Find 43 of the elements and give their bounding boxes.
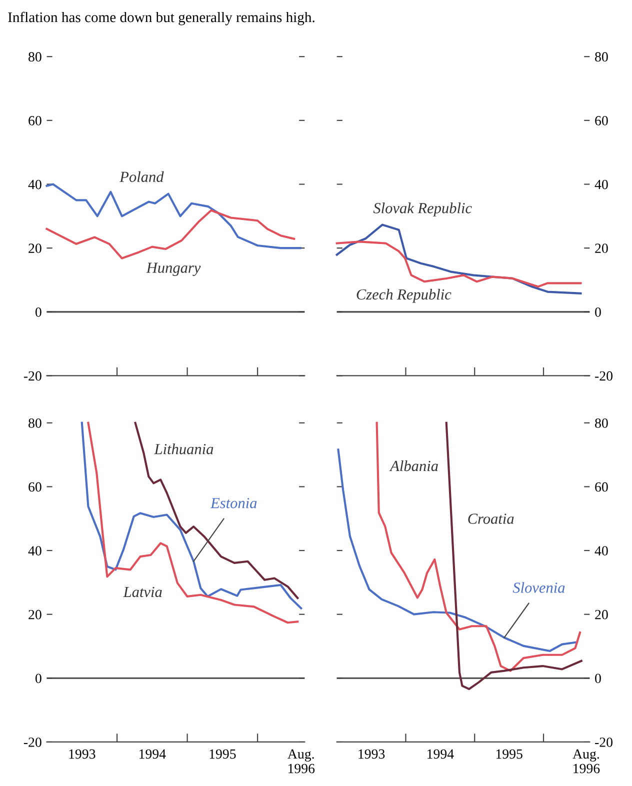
y-tick-label: 80	[595, 418, 608, 428]
series-label: Croatia	[468, 514, 514, 524]
y-tick-label: 60	[28, 482, 42, 492]
y-tick-label: 80	[595, 52, 608, 62]
x-tick-label: Aug. 1996	[572, 749, 600, 774]
y-tick-label: -20	[595, 371, 612, 381]
x-tick-label: 1993	[358, 749, 385, 759]
y-tick-label: 0	[35, 674, 42, 684]
series-label: Albania	[389, 460, 438, 472]
y-tick-label: 0	[595, 674, 601, 684]
y-tick-label: 40	[594, 180, 608, 190]
text: Estonia	[210, 498, 257, 508]
x-tick-label: Aug. 1996	[288, 749, 315, 774]
y-tick-label: 20	[595, 244, 608, 254]
y-tick-label: 40	[28, 546, 42, 556]
y-tick-label: 20	[28, 244, 42, 254]
y-tick-label: 80	[28, 52, 42, 62]
y-tick-label: 20	[595, 610, 608, 620]
x-tick-label: 1994	[139, 749, 166, 759]
y-tick-label: 60	[595, 116, 608, 126]
y-tick-label: 0	[595, 307, 601, 317]
x-tick-label: 1994	[428, 749, 454, 759]
y-tick-label: 60	[28, 116, 42, 126]
y-tick-label: -20	[24, 371, 42, 381]
x-tick-label: 1995	[210, 749, 236, 759]
y-tick-label: 40	[28, 180, 42, 190]
series-label: Czech Republic	[356, 288, 452, 303]
series-label: Lithuania	[154, 443, 214, 454]
series-label: Hungary	[146, 262, 201, 276]
y-tick-label: 20	[28, 610, 42, 620]
series-label: Latvia	[123, 586, 162, 598]
x-tick-label: 1993	[69, 749, 96, 759]
chart-title: Inflation has come down but generally remains high.	[8, 12, 314, 26]
y-tick-label: -20	[24, 738, 42, 747]
x-tick-label: 1995	[496, 749, 522, 759]
y-tick-label: 60	[595, 482, 608, 492]
text: Slovenia	[512, 582, 565, 593]
y-tick-label: 40	[594, 546, 608, 556]
series-label: Slovak Republic	[373, 202, 472, 216]
y-tick-label: 0	[35, 307, 42, 317]
y-tick-label: 80	[28, 418, 42, 428]
y-tick-label: -20	[595, 738, 612, 747]
series-label: Poland	[120, 171, 164, 182]
